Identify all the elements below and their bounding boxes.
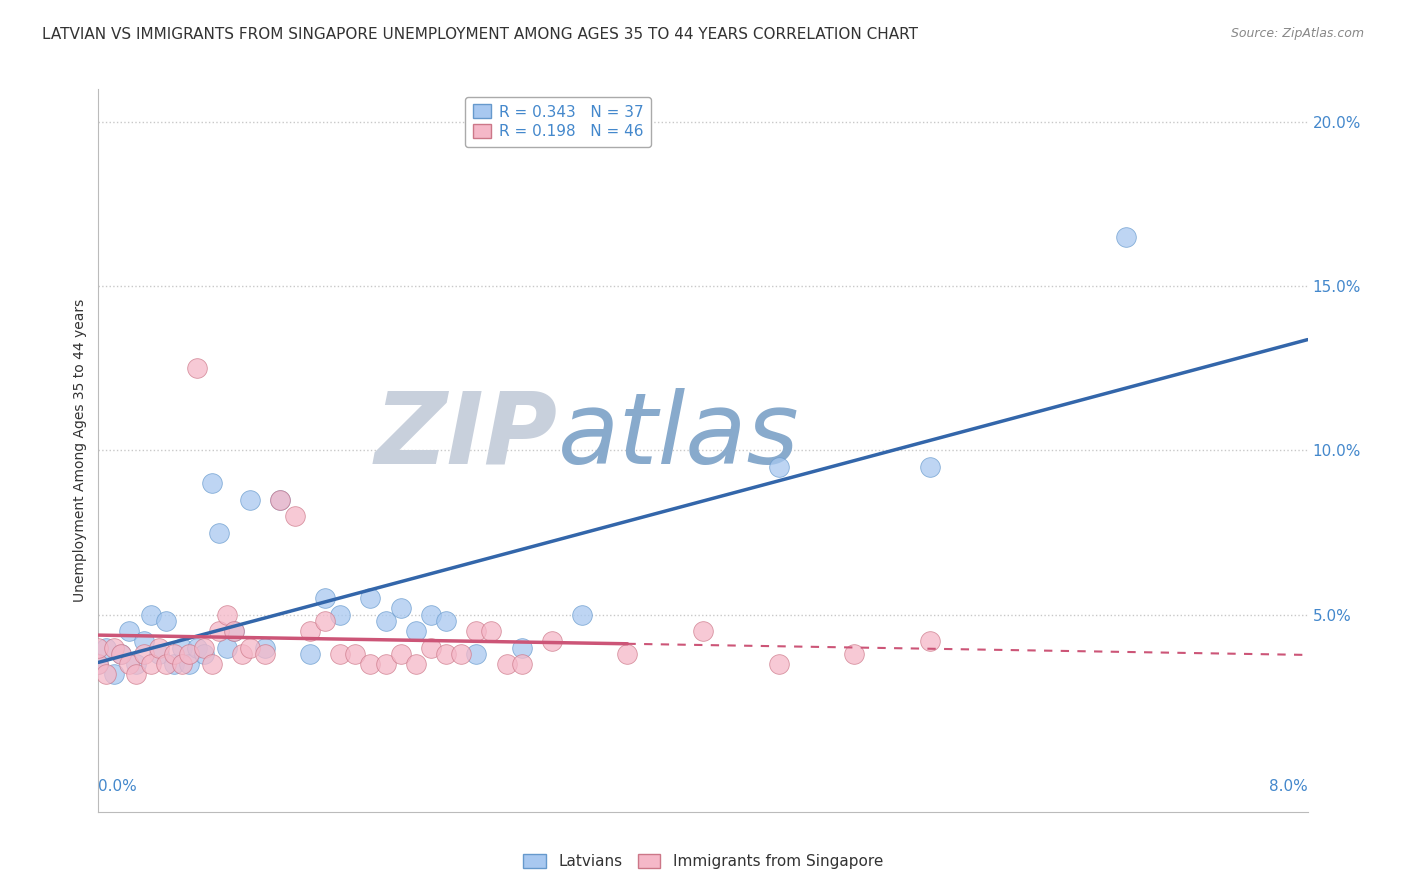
Point [405,657,427,671]
Text: Source: ZipAtlas.com: Source: ZipAtlas.com [1230,27,1364,40]
Point [510,657,533,671]
Point [540,634,562,648]
Point [465,624,488,639]
Point [208,525,231,540]
Point [434,614,457,628]
Point [692,624,714,639]
Point [170,657,193,671]
Point [87,657,110,671]
Point [110,647,132,661]
Point [481,624,503,639]
Point [284,509,307,524]
Point [148,647,170,661]
Legend: R = 0.343   N = 37, R = 0.198   N = 46: R = 0.343 N = 37, R = 0.198 N = 46 [465,97,651,147]
Point [118,657,141,671]
Point [179,657,201,671]
Point [434,647,457,661]
Point [918,634,941,648]
Point [374,657,396,671]
Point [186,361,208,376]
Point [510,640,533,655]
Point [163,647,186,661]
Point [329,607,352,622]
Point [360,657,382,671]
Point [420,607,443,622]
Point [420,640,443,655]
Point [253,640,276,655]
Point [314,591,336,606]
Text: 8.0%: 8.0% [1268,779,1308,794]
Point [269,492,291,507]
Text: ZIP: ZIP [375,387,558,484]
Point [163,657,186,671]
Point [389,647,412,661]
Point [239,492,262,507]
Point [94,640,117,655]
Point [179,647,201,661]
Point [125,666,148,681]
Point [344,647,367,661]
Point [87,640,110,655]
Point [170,640,193,655]
Point [405,624,427,639]
Text: atlas: atlas [558,387,800,484]
Point [215,640,238,655]
Point [231,647,253,661]
Point [87,657,110,671]
Point [103,666,125,681]
Point [616,647,638,661]
Point [768,657,790,671]
Point [201,476,224,491]
Point [269,492,291,507]
Legend: Latvians, Immigrants from Singapore: Latvians, Immigrants from Singapore [517,848,889,875]
Point [224,624,246,639]
Point [118,624,141,639]
Point [299,647,322,661]
Point [314,614,336,628]
Point [360,591,382,606]
Point [389,601,412,615]
Point [215,607,238,622]
Y-axis label: Unemployment Among Ages 35 to 44 years: Unemployment Among Ages 35 to 44 years [73,299,87,602]
Point [374,614,396,628]
Point [186,640,208,655]
Point [103,640,125,655]
Point [132,634,155,648]
Text: LATVIAN VS IMMIGRANTS FROM SINGAPORE UNEMPLOYMENT AMONG AGES 35 TO 44 YEARS CORR: LATVIAN VS IMMIGRANTS FROM SINGAPORE UNE… [42,27,918,42]
Point [155,657,177,671]
Point [844,647,866,661]
Text: 0.0%: 0.0% [98,779,138,794]
Point [193,647,215,661]
Point [141,607,163,622]
Point [110,647,132,661]
Point [155,614,177,628]
Point [132,647,155,661]
Point [239,640,262,655]
Point [148,640,170,655]
Point [193,640,215,655]
Point [253,647,276,661]
Point [329,647,352,661]
Point [450,647,472,661]
Point [299,624,322,639]
Point [1115,230,1137,244]
Point [918,459,941,474]
Point [768,459,790,474]
Point [571,607,593,622]
Point [201,657,224,671]
Point [141,657,163,671]
Point [465,647,488,661]
Point [94,666,117,681]
Point [495,657,517,671]
Point [125,657,148,671]
Point [208,624,231,639]
Point [224,624,246,639]
